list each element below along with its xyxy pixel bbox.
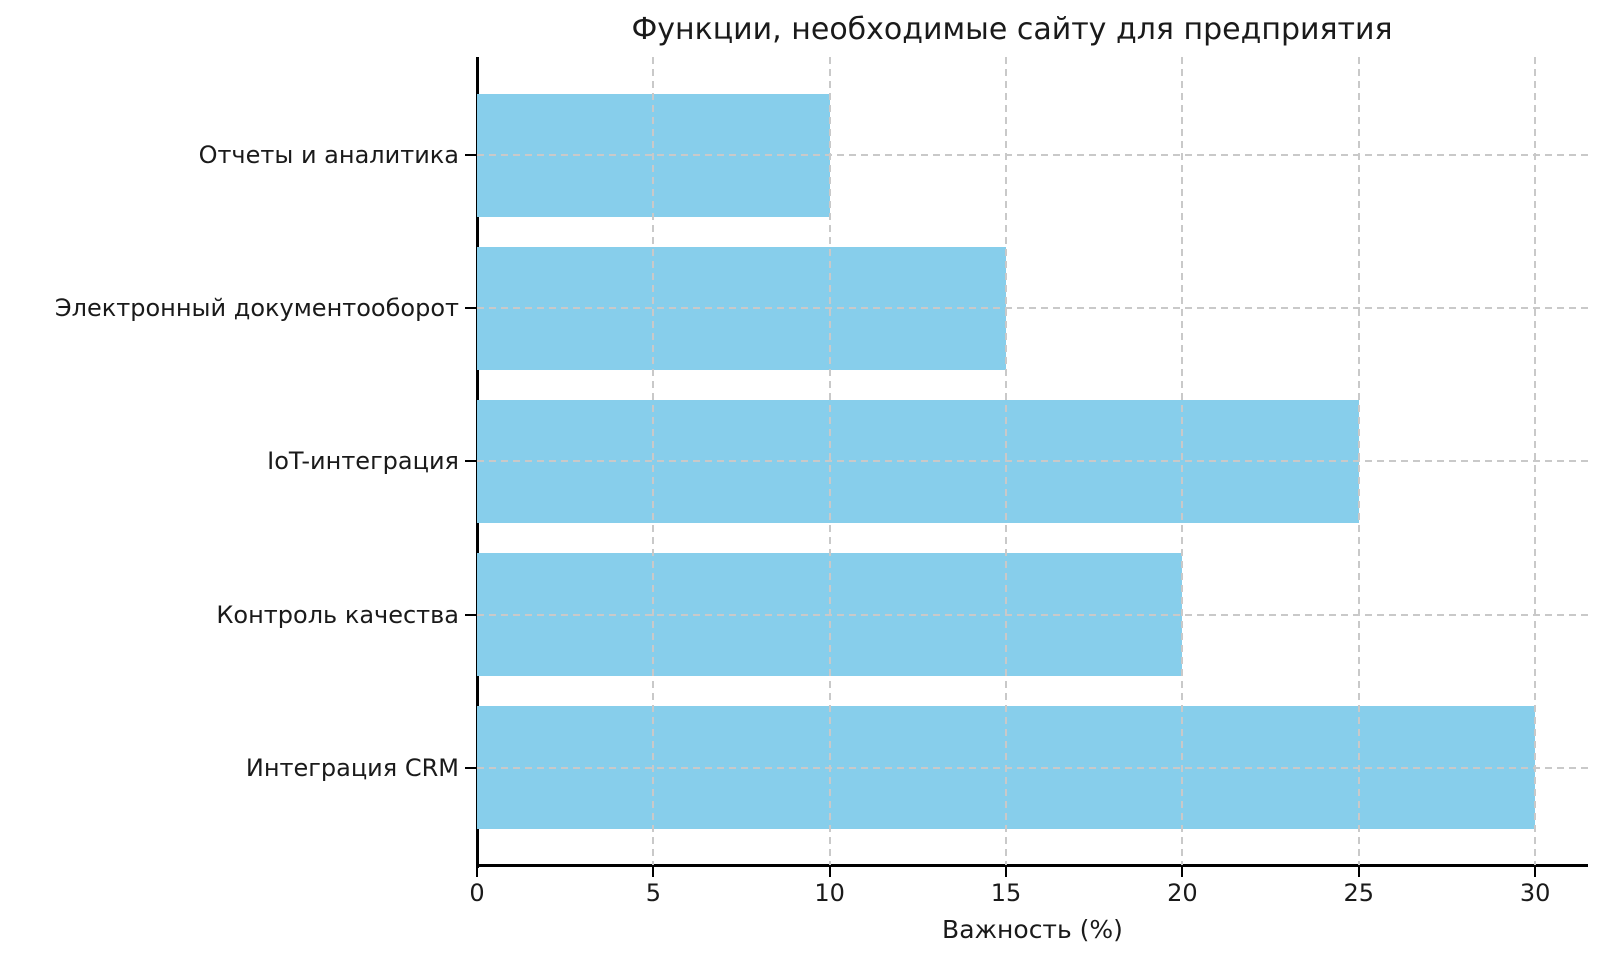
x-tick-label-25: 25 bbox=[1343, 879, 1375, 907]
gridline-y-5 bbox=[477, 766, 1588, 769]
x-tick-mark-15 bbox=[1005, 866, 1008, 877]
x-tick-label-10: 10 bbox=[814, 879, 845, 907]
y-tick-mark-3 bbox=[465, 460, 476, 463]
y-tick-mark-4 bbox=[465, 613, 476, 616]
y-tick-label-4: Контроль качества bbox=[216, 600, 459, 629]
x-tick-mark-0 bbox=[476, 866, 478, 877]
x-tick-label-5: 5 bbox=[645, 879, 661, 907]
y-tick-label-2: Электронный документооборот bbox=[54, 294, 459, 323]
x-axis-spine bbox=[475, 863, 1588, 867]
y-tick-mark-5 bbox=[465, 766, 476, 769]
gridline-y-2 bbox=[477, 307, 1588, 310]
gridline-y-1 bbox=[477, 154, 1588, 156]
gridline-y-3 bbox=[477, 460, 1588, 463]
x-tick-mark-30 bbox=[1534, 866, 1537, 877]
y-tick-mark-2 bbox=[465, 307, 476, 310]
x-tick-label-15: 15 bbox=[990, 879, 1022, 907]
y-tick-mark-1 bbox=[465, 154, 476, 156]
x-axis-label: Важность (%) bbox=[942, 915, 1123, 944]
x-tick-label-20: 20 bbox=[1167, 879, 1198, 907]
x-tick-mark-10 bbox=[828, 866, 831, 877]
x-tick-mark-25 bbox=[1357, 866, 1360, 877]
x-tick-label-30: 30 bbox=[1519, 879, 1551, 907]
gridline-y-4 bbox=[477, 613, 1588, 616]
x-tick-mark-5 bbox=[652, 866, 655, 877]
y-tick-label-5: Интеграция CRM bbox=[245, 753, 459, 782]
x-tick-mark-20 bbox=[1181, 866, 1184, 877]
y-tick-label-3: IoT-интеграция bbox=[267, 447, 459, 476]
chart-title: Функции, необходимые сайту для предприят… bbox=[631, 12, 1393, 47]
y-tick-label-1: Отчеты и аналитика bbox=[198, 141, 459, 169]
x-tick-label-0: 0 bbox=[469, 879, 485, 907]
